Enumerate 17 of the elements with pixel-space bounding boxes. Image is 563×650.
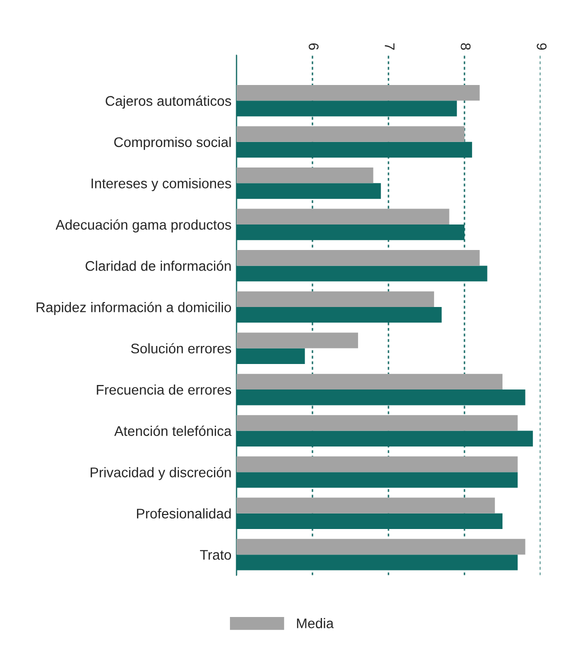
- y-tick-label: Cajeros automáticos: [106, 96, 232, 109]
- y-tick-label: Intereses y comisiones: [92, 178, 232, 192]
- y-tick-label: Atención telefónica: [114, 426, 232, 436]
- y-tick-label: Adecuación gama productos: [56, 219, 232, 232]
- x-tick-label: 7: [384, 43, 394, 50]
- y-tick-label: Claridad de información: [86, 260, 231, 271]
- y-tick-label: Privacidad y discreción: [90, 466, 231, 480]
- x-tick-label: 8: [460, 43, 471, 50]
- x-tick-label: 9: [536, 43, 547, 50]
- y-tick-label: Rapidez información a domicilio: [36, 302, 232, 315]
- legend-label: Media: [297, 618, 334, 628]
- x-tick-label: 6: [308, 43, 319, 50]
- y-tick-label: Profesionalidad: [137, 508, 231, 519]
- y-tick-label: Solución errores: [131, 343, 232, 354]
- y-tick-label: Frecuencia de errores: [96, 384, 232, 395]
- y-tick-label: Trato: [200, 550, 232, 560]
- y-tick-label: Compromiso social: [114, 136, 231, 150]
